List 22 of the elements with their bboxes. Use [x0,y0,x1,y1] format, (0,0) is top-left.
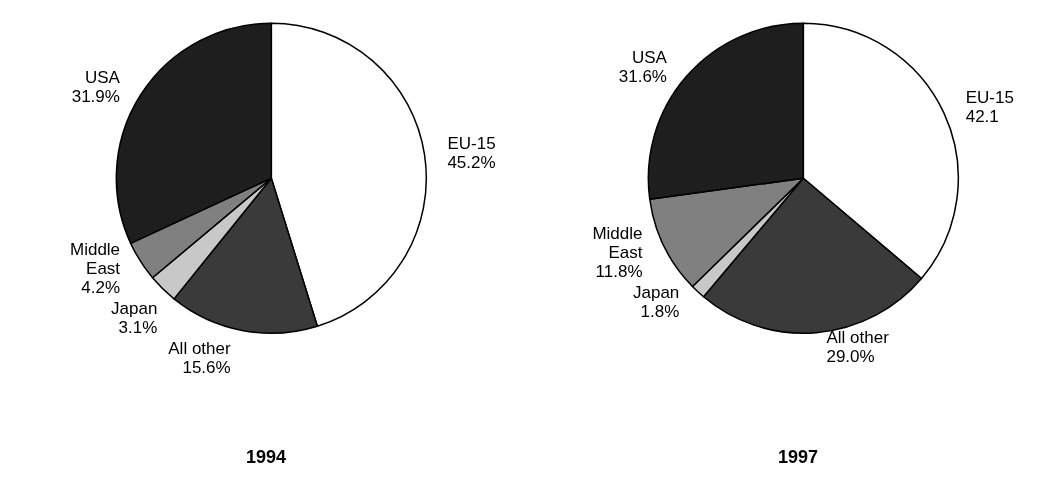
slice-label: Japan [111,299,158,319]
slice-label: Japan [633,283,680,303]
slice-label: All other [168,339,231,359]
data-label: 11.8% [595,261,643,281]
data-label: 15.6% [182,358,231,378]
slice-label: EU-15 [965,88,1014,108]
data-label: 42.1 [965,107,999,127]
data-label: 45.2% [447,152,496,172]
slice-label: EU-15 [447,133,496,153]
text: 1994 [245,447,287,467]
slice-label: USA [84,68,121,88]
data-label: 31.9% [71,87,120,107]
data-label: 31.6% [618,67,667,87]
data-label: 3.1% [118,318,158,338]
slice-label: Middle East [70,240,121,279]
data-label: 29.0% [826,346,875,366]
data-label: 1.8% [640,302,680,322]
slice-label: All other [826,327,890,347]
slice-label: Middle East [592,223,643,262]
text: 1997 [777,447,819,467]
data-label: 4.2% [81,278,121,298]
slice-label: USA [631,48,668,68]
